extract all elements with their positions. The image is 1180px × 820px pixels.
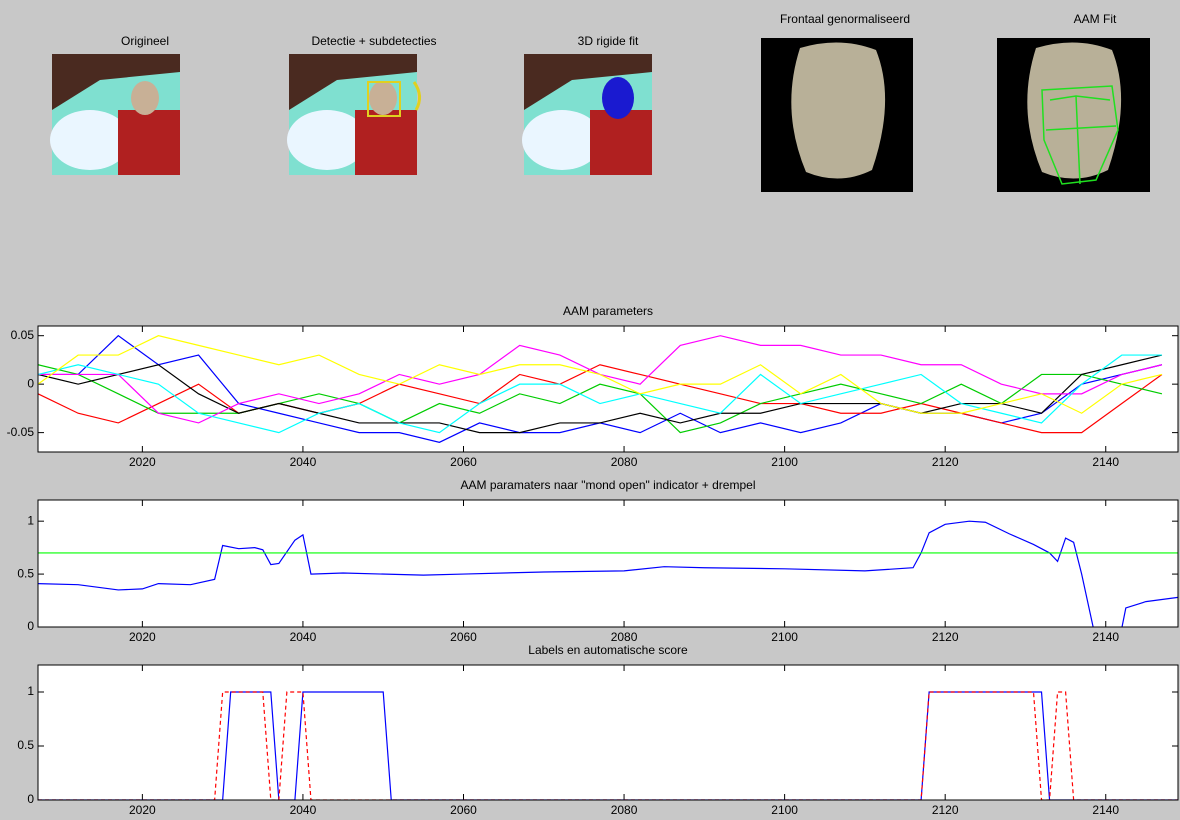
- photo: [287, 54, 421, 175]
- series-line: [38, 520, 1178, 627]
- x-tick-label: 2100: [771, 803, 798, 817]
- photo: [50, 54, 180, 175]
- chart-title: Labels en automatische score: [528, 643, 688, 657]
- series-line: [38, 364, 1163, 434]
- x-tick-label: 2040: [290, 803, 317, 817]
- photo: [997, 38, 1150, 192]
- plot-area: [38, 500, 1178, 627]
- chart: Labels en automatische score 0 0.5 1 2020 204…: [17, 643, 1179, 817]
- plot-frame: [37, 325, 1179, 453]
- x-tick-label: 2140: [1092, 630, 1119, 644]
- plot-area: [38, 326, 1178, 452]
- y-tick-label: -0.05: [7, 425, 35, 439]
- series-line: [38, 691, 1178, 800]
- x-tick-label: 2120: [932, 803, 959, 817]
- panel-title: AAM Fit: [1074, 12, 1117, 26]
- x-tick-label: 2080: [611, 630, 638, 644]
- y-tick-label: 1: [27, 513, 34, 527]
- x-tick-label: 2080: [611, 803, 638, 817]
- x-tick-label: 2140: [1092, 455, 1119, 469]
- photo: [522, 54, 652, 175]
- y-tick-label: 0.05: [11, 328, 35, 342]
- series-line: [38, 335, 1163, 414]
- photo: [761, 38, 913, 192]
- series-line: [38, 354, 1162, 434]
- x-tick-label: 2060: [450, 630, 477, 644]
- chart-title: AAM paramaters naar "mond open" indicato…: [460, 478, 755, 492]
- x-tick-label: 2020: [129, 803, 156, 817]
- x-tick-label: 2020: [129, 455, 156, 469]
- panel-title: Frontaal genormaliseerd: [780, 12, 910, 26]
- image-panels: Origineel Detectie + subdetecties 3D rig…: [50, 12, 1150, 192]
- x-tick-label: 2060: [450, 803, 477, 817]
- panel-title: 3D rigide fit: [578, 34, 639, 48]
- x-tick-label: 2140: [1092, 803, 1119, 817]
- x-tick-label: 2020: [129, 630, 156, 644]
- x-tick-label: 2120: [932, 630, 959, 644]
- y-tick-label: 0.5: [17, 566, 34, 580]
- y-tick-label: 0.5: [17, 738, 34, 752]
- y-tick-label: 1: [27, 684, 34, 698]
- y-tick-label: 0: [27, 619, 34, 633]
- x-tick-label: 2100: [771, 455, 798, 469]
- y-tick-label: 0: [27, 792, 34, 806]
- x-tick-label: 2040: [290, 630, 317, 644]
- x-tick-label: 2080: [611, 455, 638, 469]
- chart: AAM parameters -0.05 0 0.05 2020 2040 2060 2080…: [7, 304, 1179, 469]
- plot-frame: [37, 499, 1179, 628]
- x-tick-label: 2040: [290, 455, 317, 469]
- plot-frame: [37, 664, 1179, 801]
- x-tick-label: 2120: [932, 455, 959, 469]
- series-line: [38, 354, 1163, 434]
- panel-title: Detectie + subdetecties: [311, 34, 436, 48]
- chart-title: AAM parameters: [563, 304, 653, 318]
- x-tick-label: 2100: [771, 630, 798, 644]
- y-tick-label: 0: [27, 376, 34, 390]
- plot-area: [38, 665, 1178, 800]
- series-line: [38, 364, 1163, 434]
- chart: AAM paramaters naar "mond open" indicato…: [17, 478, 1179, 644]
- panel-title: Origineel: [121, 34, 169, 48]
- x-tick-label: 2060: [450, 455, 477, 469]
